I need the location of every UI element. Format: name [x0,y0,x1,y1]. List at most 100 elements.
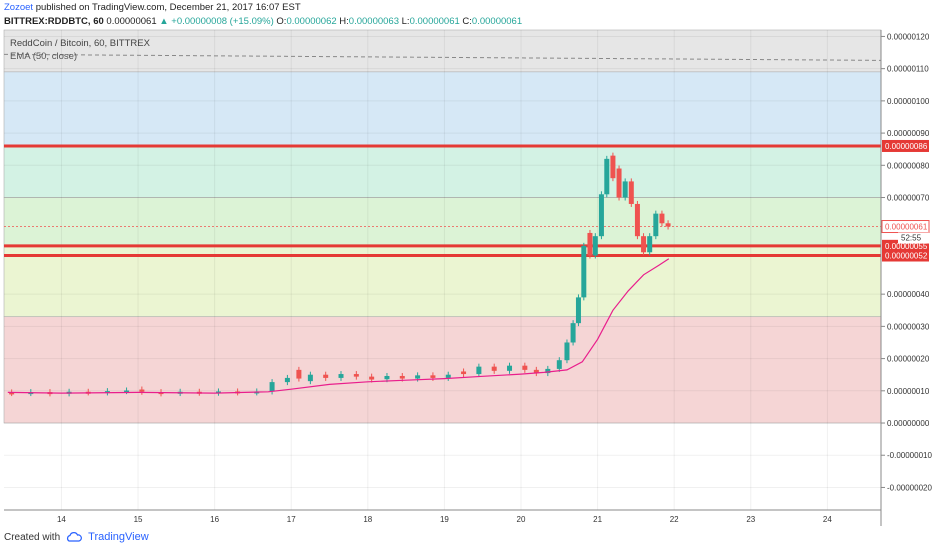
x-tick-label: 16 [210,515,219,524]
candle-body [124,390,130,393]
chart-header: Zozoet published on TradingView.com, Dec… [4,0,924,30]
candle-body [369,376,375,380]
candle-body [507,365,513,371]
price-level-tag [882,139,929,152]
axes-layer: 0.00000120 0.00000110 0.00000100 0.00000090… [4,30,932,526]
symbol-label: BITTREX:RDDBTC, 60 [4,16,104,27]
candle-body [556,360,562,369]
candle-body [139,389,145,392]
countdown-label: 52:55 [901,234,922,243]
y-tick-label: 0.00000100 [887,97,930,106]
x-tick-label: 14 [57,515,66,524]
tradingview-brand[interactable]: TradingView [88,531,149,543]
tradingview-cloud-icon [67,532,83,542]
y-tick-label: -0.00000010 [887,451,932,460]
zone-band-0 [3,29,882,73]
candle-body [338,374,344,378]
x-tick-label: 23 [746,515,755,524]
candle-body [665,223,671,227]
y-tick-label: 0.00000120 [887,32,930,41]
price-level-tag [882,249,929,262]
publish-info: Zozoet published on TradingView.com, Dec… [4,2,301,13]
candle-body [653,213,659,237]
candle-body [415,375,421,379]
candle-body [564,342,570,361]
candle-body [323,374,329,378]
up-arrow-icon: ▲ [159,16,169,27]
candle-body [533,369,539,374]
candle-body [628,181,634,204]
candle-body [604,158,610,195]
high-value: 0.00000063 [348,16,399,27]
zone-band-3 [3,197,882,247]
y-tick-label: 0.00000080 [887,161,930,170]
y-tick-label: 0.00000090 [887,129,930,138]
legend-ema: EMA (50, close) [10,51,77,62]
candle-body [353,374,359,377]
y-tick-label: 0.00000000 [887,419,930,428]
candle-body [641,236,647,253]
y-tick-label: 0.00000010 [887,387,930,396]
candle-body [587,232,593,256]
candle-body [307,374,313,382]
x-tick-label: 17 [287,515,296,524]
y-tick-label: -0.00000020 [887,483,932,492]
last-price-label: 0.00000061 [885,223,928,232]
x-tick-label: 21 [593,515,602,524]
candle-body [570,323,576,343]
price-level-label: 0.00000086 [885,142,928,151]
candle-body [592,236,598,256]
x-tick-label: 20 [517,515,526,524]
candle-body [491,366,497,371]
last-price: 0.00000061 [106,16,157,27]
candle-body [575,297,581,324]
candle-body [659,213,665,224]
y-tick-label: 0.00000020 [887,355,930,364]
chart-legend: ReddCoin / Bitcoin, 60, BITTREX EMA (50,… [10,38,151,62]
open-label: O: [276,16,287,27]
zone-band-1 [3,71,882,147]
candle-body [476,366,482,375]
close-value: 0.00000061 [471,16,523,27]
candle-body [545,368,551,374]
x-tick-label: 18 [363,515,372,524]
publish-text: published on TradingView.com, December 2… [35,2,301,13]
candle-body [399,375,405,379]
candle-body [634,203,640,237]
candle-body [461,371,467,375]
candle-body [522,365,528,370]
candle-body [445,374,451,378]
price-level-label: 0.00000052 [885,252,928,261]
zone-layer [3,29,882,424]
y-tick-label: 0.00000040 [887,290,930,299]
low-value: 0.00000061 [409,16,460,27]
candle-body [610,155,616,179]
ohlc-line: BITTREX:RDDBTC, 60 0.00000061 ▲ +0.00000… [4,16,522,27]
zone-band-2 [3,145,882,198]
candle-body [430,375,436,378]
candle-body [269,382,275,392]
y-tick-label: 0.00000030 [887,322,930,331]
candle-body [581,245,587,298]
ema-dashed-line [3,53,882,61]
author-link[interactable]: Zozoet [4,2,34,13]
candle-layer [9,152,671,397]
legend-title: ReddCoin / Bitcoin, 60, BITTREX [10,38,151,49]
candle-body [647,236,653,253]
high-label: H: [339,16,349,27]
x-tick-label: 15 [134,515,143,524]
zone-band-4 [3,245,882,318]
y-tick-label: 0.00000110 [887,65,929,74]
ema-line [7,258,670,394]
ema-layer [3,53,882,394]
x-tick-label: 22 [670,515,679,524]
low-label: L: [401,16,410,27]
open-value: 0.00000062 [286,16,337,27]
candle-body [296,369,302,379]
created-with-text: Created with [4,531,61,543]
candle-body [9,392,15,395]
price-level-label: 0.00000055 [885,242,928,251]
x-tick-label: 24 [823,515,832,524]
